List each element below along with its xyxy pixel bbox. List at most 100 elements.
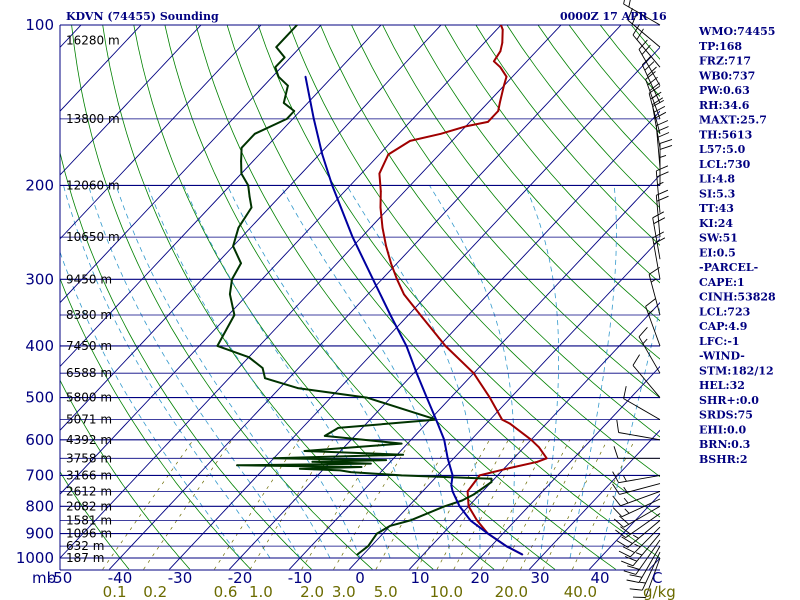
dewpoint-point — [389, 524, 392, 527]
dry-adiabat-line — [475, 25, 660, 246]
parcel-point — [312, 118, 315, 120]
height-label: 8380 m — [66, 308, 112, 322]
temperature-point — [396, 278, 398, 281]
isotherm-line — [469, 365, 660, 570]
dry-adiabat-line — [60, 471, 130, 570]
wind-barb-staff — [638, 336, 661, 374]
wind-barb-flag — [644, 61, 655, 71]
wind-barb-flag — [616, 419, 620, 433]
temperature-point — [390, 262, 392, 265]
mixing-ratio-tick-label: 40.0 — [564, 583, 597, 600]
parcel-point — [331, 184, 334, 187]
wind-barb — [645, 298, 661, 347]
wind-barb-flag — [618, 550, 631, 558]
mixing-ratio-tick-label: 0.6 — [214, 583, 238, 600]
wind-barb-staff — [623, 398, 661, 420]
dry-adiabat-line — [164, 25, 556, 570]
wind-barb-flag — [657, 132, 670, 138]
height-label: 9450 m — [66, 272, 112, 286]
height-label: 3166 m — [66, 468, 112, 482]
dry-adiabat-line — [226, 25, 660, 559]
temperature-point — [503, 84, 505, 87]
wind-barb-staff — [625, 513, 661, 538]
dewpoint-point — [337, 427, 340, 429]
dewpoint-point — [275, 46, 278, 48]
wind-barb-half-flag — [632, 534, 639, 539]
parcel-point — [458, 505, 461, 508]
dewpoint-point — [248, 195, 251, 198]
isotherm-line — [349, 238, 660, 570]
wind-barb-flag — [624, 556, 638, 562]
wind-barb — [623, 0, 661, 26]
dewpoint-point — [274, 66, 277, 69]
wind-barb-flag — [615, 529, 626, 538]
mixing-ratio-tick-label: 1.0 — [249, 583, 273, 600]
temperature-point — [498, 102, 501, 104]
index-line: SW:51 — [699, 232, 738, 245]
wind-barb-flag — [638, 327, 648, 338]
wind-barb-staff — [652, 106, 661, 148]
wind-barb — [627, 8, 661, 48]
wind-barb-flag — [649, 82, 660, 92]
dry-adiabat-line — [382, 25, 660, 360]
dewpoint-point — [253, 132, 256, 135]
index-line: BRN:0.3 — [699, 438, 750, 451]
wind-barb-flag — [629, 588, 643, 591]
wind-barb-half-flag — [623, 475, 627, 482]
dewpoint-point — [409, 519, 412, 522]
wind-barb-flag — [631, 12, 638, 25]
height-label: 2082 m — [66, 499, 112, 513]
dry-adiabat-line — [351, 25, 660, 399]
parcel-point — [415, 372, 418, 375]
wind-barb-flag — [656, 120, 669, 127]
pressure-tick-label: 1000 — [16, 549, 54, 567]
temperature-point — [501, 28, 504, 31]
wind-barb — [652, 100, 667, 148]
wind-barb — [626, 545, 661, 583]
wind-barb-flag — [623, 0, 625, 5]
mixing-ratio-tick-label: 20.0 — [495, 583, 528, 600]
dewpoint-point — [216, 345, 219, 347]
wind-barb-staff — [627, 520, 661, 548]
dewpoint-point — [277, 75, 280, 78]
mixing-ratio-line — [301, 439, 382, 570]
index-line: SRDS:75 — [699, 409, 753, 422]
wind-barb-flag — [612, 495, 621, 507]
wind-barb-half-flag — [650, 278, 657, 283]
isotherm-line — [60, 25, 442, 431]
index-line: STM:182/12 — [699, 364, 774, 377]
wind-barb — [612, 490, 661, 507]
wind-barb-staff — [621, 498, 661, 518]
dewpoint-point — [385, 459, 387, 461]
pressure-tick-label: 400 — [25, 337, 54, 355]
dewpoint-point — [311, 460, 314, 463]
dewpoint-point — [461, 499, 463, 502]
wind-barb — [613, 505, 661, 528]
temperature-tick-label: -50 — [48, 569, 73, 587]
wind-barb — [638, 327, 661, 374]
index-line: HEL:32 — [699, 379, 745, 392]
isotherm-line — [60, 25, 562, 559]
wind-barb-half-flag — [648, 309, 654, 315]
temperature-point — [545, 457, 548, 460]
temperature-tick-label: 0 — [355, 569, 365, 587]
mixing-ratio-line — [214, 439, 300, 570]
isotherm-line — [60, 25, 202, 176]
wind-barb-flag — [659, 138, 673, 144]
index-line: LCL:723 — [699, 305, 750, 318]
wind-barb — [612, 471, 661, 484]
wind-barb — [638, 39, 661, 86]
temperature-point — [478, 474, 481, 477]
wind-barb-staff — [620, 490, 661, 507]
index-line: LCL:730 — [699, 158, 751, 171]
wind-barb-flag — [627, 8, 633, 21]
dewpoint-point — [369, 462, 372, 465]
wind-barb-flag — [612, 471, 619, 483]
mixing-ratio-line — [572, 439, 636, 570]
isotherm-line — [60, 25, 262, 240]
wind-barb — [632, 354, 661, 398]
dewpoint-point — [261, 367, 264, 369]
wind-barb-staff — [632, 365, 661, 398]
station-title: KDVN (74455) Sounding — [66, 10, 219, 23]
